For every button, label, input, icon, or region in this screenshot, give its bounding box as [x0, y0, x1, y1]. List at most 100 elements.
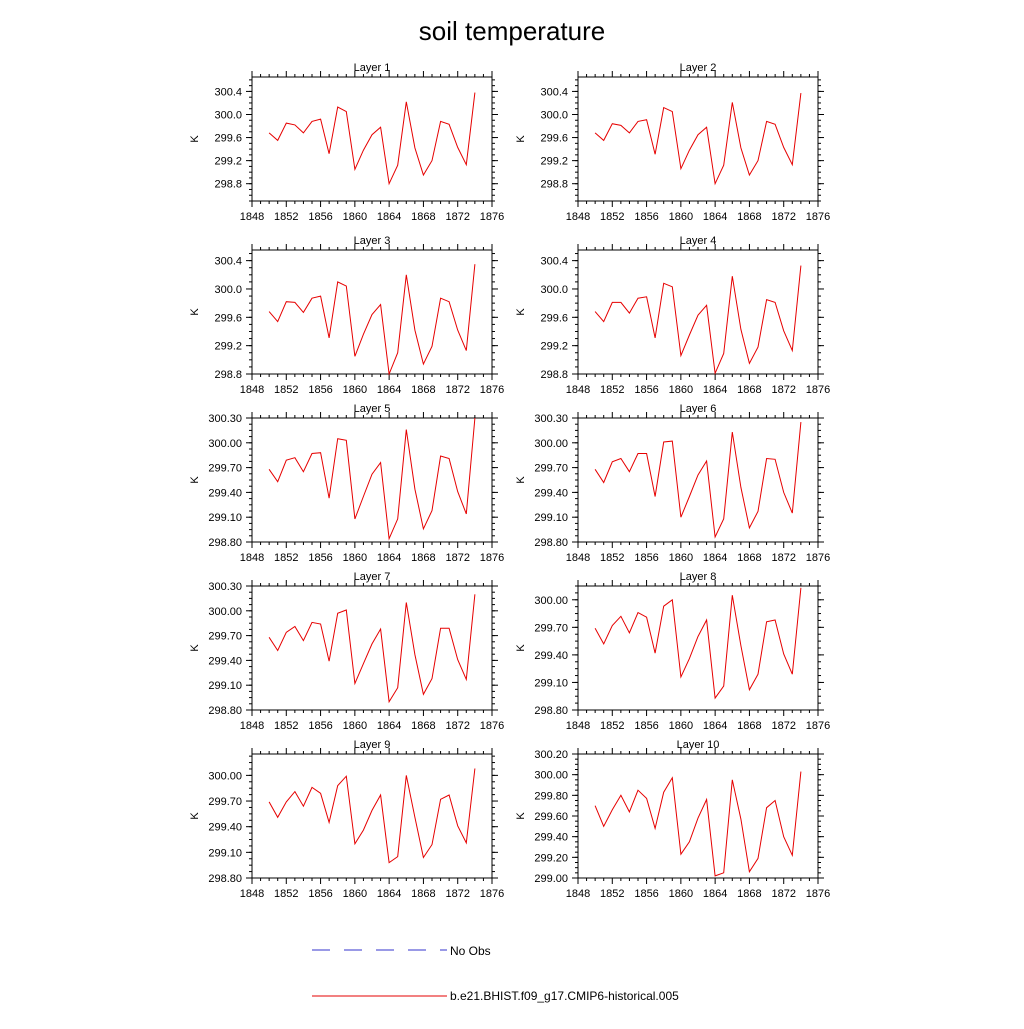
x-tick-label: 1852 [600, 384, 624, 396]
x-tick-label: 1860 [343, 720, 367, 732]
y-tick-label: 300.00 [208, 438, 242, 450]
y-tick-label: 299.40 [208, 822, 242, 834]
y-tick-label: 299.10 [534, 512, 568, 524]
y-tick-label: 300.00 [534, 770, 568, 782]
x-tick-label: 1868 [411, 384, 435, 396]
x-tick-label: 1848 [240, 384, 264, 396]
y-tick-label: 299.40 [534, 650, 568, 662]
y-tick-label: 299.6 [540, 133, 568, 145]
panel-title: Layer 7 [354, 571, 391, 583]
y-tick-label: 299.70 [208, 796, 242, 808]
panel-layer-3: Layer 3 1848 1852 1856 1860 1864 1868 1872 1876 2… [189, 235, 504, 396]
y-tick-label: 299.40 [208, 487, 242, 499]
panel-frame [577, 417, 819, 543]
x-tick-label: 1848 [566, 552, 590, 564]
panel-layer-5: Layer 5 1848 1852 1856 1860 1864 1868 1872 1876 2… [189, 403, 504, 564]
y-tick-label: 298.8 [540, 179, 568, 191]
y-tick-label: 298.80 [534, 705, 568, 717]
series-line-layer-1 [268, 92, 476, 186]
legend-obs-label: No Obs [450, 944, 491, 958]
x-tick-label: 1860 [343, 384, 367, 396]
y-tick-label: 299.6 [540, 312, 568, 324]
panel-layer-7: Layer 7 1848 1852 1856 1860 1864 1868 1872 1876 2… [189, 571, 504, 732]
y-tick-label: 299.60 [534, 811, 568, 823]
x-tick-label: 1872 [771, 720, 795, 732]
y-tick-label: 299.70 [208, 463, 242, 475]
x-tick-label: 1864 [377, 384, 401, 396]
y-axis-label: K [515, 135, 527, 143]
x-tick-label: 1868 [737, 384, 761, 396]
x-tick-label: 1860 [343, 888, 367, 900]
x-tick-label: 1868 [737, 720, 761, 732]
x-tick-label: 1856 [634, 211, 658, 223]
panel-layer-9: Layer 9 1848 1852 1856 1860 1864 1868 1872 1876 2… [189, 739, 504, 900]
panel-title: Layer 9 [354, 739, 391, 751]
y-tick-label: 299.10 [208, 512, 242, 524]
panel-layer-4: Layer 4 1848 1852 1856 1860 1864 1868 1872 1876 2… [515, 235, 830, 396]
x-tick-label: 1872 [445, 888, 469, 900]
x-tick-label: 1864 [703, 720, 727, 732]
y-tick-label: 300.4 [540, 256, 568, 268]
y-tick-label: 299.10 [534, 677, 568, 689]
series-line-layer-6 [594, 422, 802, 539]
y-tick-label: 298.80 [208, 705, 242, 717]
x-tick-label: 1876 [806, 211, 830, 223]
panel-frame [251, 76, 493, 202]
panel-frame [577, 753, 819, 879]
legend-model-label: b.e21.BHIST.f09_g17.CMIP6-historical.005 [450, 989, 679, 1003]
y-axis-label: K [189, 644, 201, 652]
series-line-layer-4 [594, 265, 802, 376]
x-tick-label: 1856 [634, 552, 658, 564]
series-line-layer-5 [268, 417, 476, 541]
x-tick-label: 1856 [308, 384, 332, 396]
x-tick-label: 1856 [634, 888, 658, 900]
panel-layer-6: Layer 6 1848 1852 1856 1860 1864 1868 1872 1876 2… [515, 403, 830, 564]
series-line-layer-2 [594, 93, 802, 186]
y-tick-label: 300.0 [214, 284, 242, 296]
panel-title: Layer 8 [680, 571, 717, 583]
panel-layer-8: Layer 8 1848 1852 1856 1860 1864 1868 1872 1876 2… [515, 571, 830, 732]
series-line-layer-7 [268, 594, 476, 704]
x-tick-label: 1868 [411, 888, 435, 900]
x-tick-label: 1872 [771, 552, 795, 564]
x-tick-label: 1876 [480, 720, 504, 732]
y-tick-label: 299.70 [534, 463, 568, 475]
y-tick-label: 298.8 [214, 369, 242, 381]
y-axis-label: K [515, 308, 527, 316]
y-axis-label: K [515, 476, 527, 484]
series-line-layer-10 [594, 771, 802, 877]
y-tick-label: 299.40 [534, 487, 568, 499]
x-tick-label: 1864 [377, 552, 401, 564]
x-tick-label: 1864 [377, 888, 401, 900]
x-tick-label: 1852 [274, 384, 298, 396]
y-tick-label: 298.8 [540, 369, 568, 381]
panel-layer-1: Layer 1 1848 1852 1856 1860 1864 1868 1872 1876 2… [189, 62, 504, 223]
y-tick-label: 300.0 [540, 284, 568, 296]
x-tick-label: 1876 [480, 384, 504, 396]
x-tick-label: 1872 [771, 211, 795, 223]
x-tick-label: 1868 [737, 552, 761, 564]
y-tick-label: 299.2 [214, 341, 242, 353]
y-tick-label: 299.40 [534, 832, 568, 844]
y-tick-label: 299.70 [208, 631, 242, 643]
x-tick-label: 1852 [600, 552, 624, 564]
panel-title: Layer 3 [354, 235, 391, 247]
panel-title: Layer 2 [680, 62, 717, 74]
series-line-layer-9 [268, 768, 476, 864]
y-axis-label: K [515, 644, 527, 652]
y-tick-label: 300.4 [540, 86, 568, 98]
figure-title: soil temperature [419, 16, 605, 46]
x-tick-label: 1876 [806, 384, 830, 396]
y-axis-label: K [515, 812, 527, 820]
x-tick-label: 1852 [600, 888, 624, 900]
x-tick-label: 1848 [566, 211, 590, 223]
y-tick-label: 299.40 [208, 655, 242, 667]
x-tick-label: 1876 [806, 552, 830, 564]
x-tick-label: 1852 [274, 720, 298, 732]
x-tick-label: 1848 [240, 211, 264, 223]
x-tick-label: 1848 [566, 888, 590, 900]
y-tick-label: 298.80 [208, 537, 242, 549]
x-tick-label: 1864 [377, 720, 401, 732]
